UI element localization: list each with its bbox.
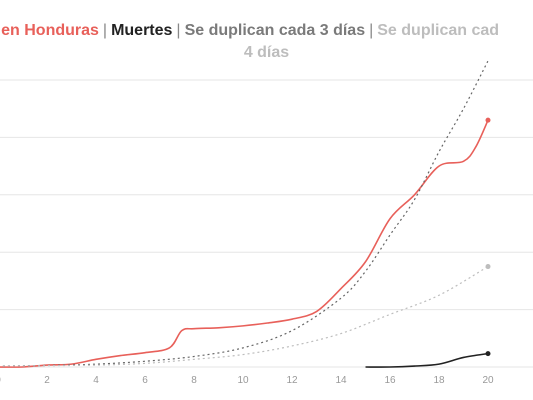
- x-tick-label: 0: [0, 375, 1, 386]
- legend-item-deaths: Muertes: [111, 22, 173, 39]
- x-tick-label: 12: [286, 375, 298, 386]
- x-tick-label: 18: [433, 375, 445, 386]
- x-tick-label: 10: [237, 375, 249, 386]
- grid: [0, 79, 533, 368]
- legend-separator: |: [102, 22, 108, 39]
- legend-line: os en Honduras|Muertes|Se duplican cada …: [0, 20, 499, 42]
- series-lines: [0, 60, 491, 368]
- series-deaths-end-point: [485, 351, 491, 357]
- legend-item-doubling-4-continued: 4 días: [243, 44, 290, 61]
- legend-item-doubling-3: Se duplican cada 3 días: [184, 22, 366, 39]
- x-tick-label: 4: [93, 375, 99, 386]
- x-tick-label: 2: [44, 375, 50, 386]
- legend-item-cases: os en Honduras: [0, 22, 99, 39]
- series-deaths-line: [365, 352, 489, 368]
- x-tick-label: 8: [191, 375, 197, 386]
- x-tick-label: 20: [482, 375, 494, 386]
- series-doubling-4-line: [0, 266, 489, 367]
- x-tick-label: 14: [335, 375, 347, 386]
- legend-separator: |: [369, 22, 374, 39]
- legend-separator: |: [176, 22, 181, 39]
- legend-overflow-line: 4 días: [0, 42, 533, 64]
- series-cases-end-point: [485, 117, 491, 123]
- x-tick-label: 6: [142, 375, 148, 386]
- series-doubling-3-line: [0, 60, 489, 367]
- series-doubling-4-end-point: [485, 264, 491, 270]
- x-tick-label: 16: [384, 375, 396, 386]
- legend: os en Honduras|Muertes|Se duplican cada …: [0, 20, 533, 64]
- legend-item-doubling-4: Se duplican cad: [377, 22, 500, 39]
- x-axis: 0 2 4 6 8 10 12 14 16 18 20: [0, 375, 494, 386]
- series-cases-line: [0, 119, 489, 368]
